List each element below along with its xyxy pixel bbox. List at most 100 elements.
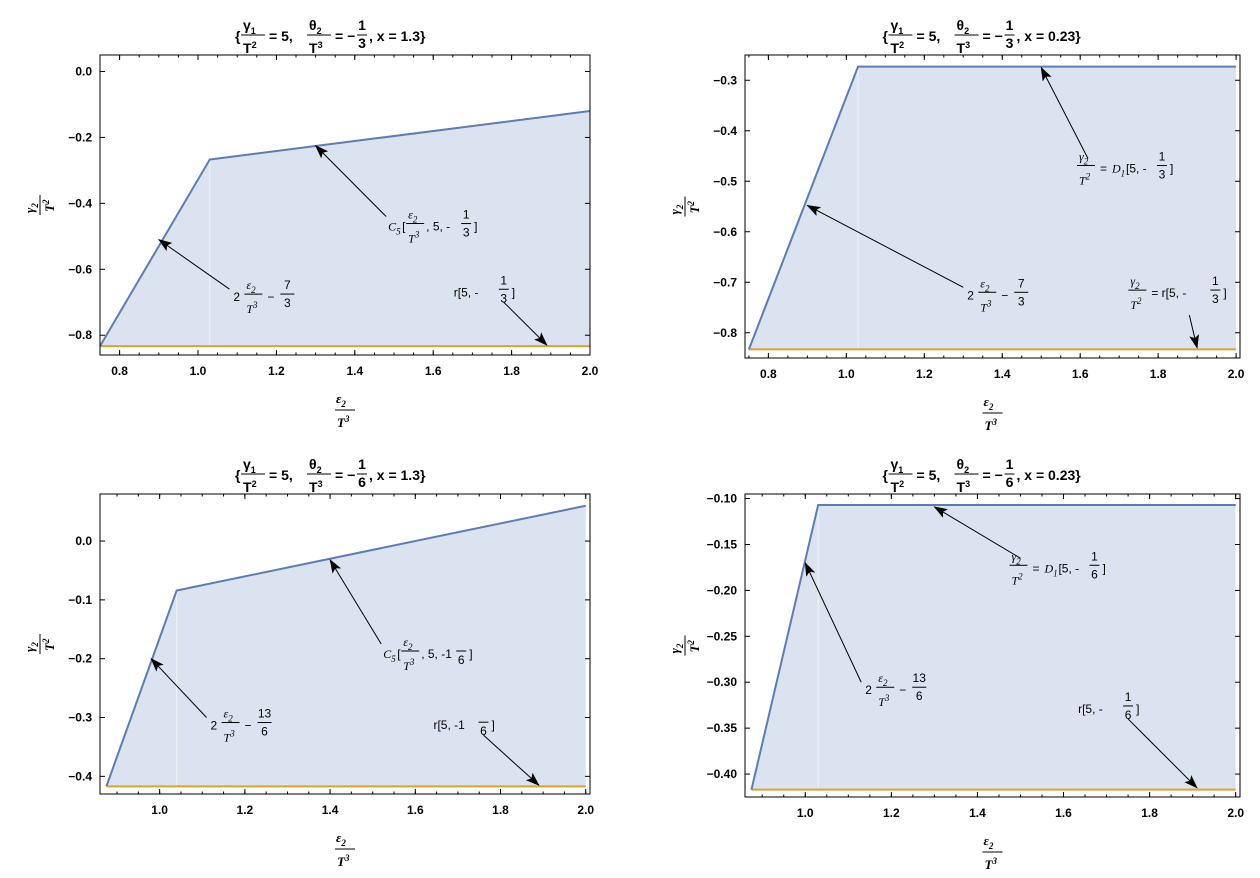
chart-svg: 1.0 1.2 1.4 1.6 1.8 2.0 0.0 −0.1 −0.2 −0.3 −0.4 {γ1… (22, 456, 594, 869)
y-tick-label: −0.3 (68, 711, 92, 725)
annotation-d1-den: T2 (1079, 172, 1091, 188)
annotation-d1-symbol: D1 (1111, 162, 1125, 179)
annotation-r2-fraction-den: 3 (1212, 292, 1219, 306)
annotation-c5-symbol: C5 (383, 647, 396, 664)
annotation-d1-args: [5, - (1058, 561, 1079, 575)
plot-frame (744, 54, 1241, 359)
x-tick-label: 1.4 (346, 364, 363, 378)
y-tick-label: −0.30 (707, 675, 738, 689)
annotation-d1: γ2 T2 = D1 [5, - 1 6] (933, 506, 1106, 587)
title-x-value: , x = 0.23} (1017, 467, 1082, 483)
annotation-c5-args: , 5, - (426, 220, 450, 234)
y-axis-label-den: T2 (686, 640, 702, 653)
annotation-c5-args: , 5, -1 (421, 647, 452, 661)
annotation-c5-fraction-num: 1 (463, 208, 470, 222)
chart-panel-top-right: 0.8 1.0 1.2 1.4 1.6 1.8 2.0 −0.3 −0.4 −0.5 −0.6 −0.… (630, 0, 1260, 439)
x-tick-label: 1.8 (503, 364, 520, 378)
x-tick-label: 0.8 (760, 367, 777, 381)
x-tick-label: 1.6 (1072, 367, 1089, 381)
annotation-linear-coef: 2 (211, 719, 218, 733)
annotation-d1: γ2 T2 = D1 [5, - 1 3] (1040, 66, 1173, 188)
annotation-linear-den: T3 (246, 300, 258, 316)
title-theta2-sym: θ2 (957, 456, 970, 475)
annotation-r-fraction-den: 6 (480, 724, 487, 738)
y-axis-label-num: γ2 (667, 643, 685, 653)
x-tick-label: 1.6 (407, 803, 424, 817)
annotation-r2-args: = r[5, - (1151, 286, 1186, 300)
annotation-r: r[5, - 1 3] (454, 273, 548, 346)
annotation-linear-const-num: 7 (284, 278, 291, 292)
y-tick-label: −0.4 (713, 124, 737, 138)
annotation-d1-num: γ2 (1011, 549, 1021, 566)
title-gamma1-T: T2 (891, 479, 905, 495)
x-tick-label: 1.8 (1150, 367, 1167, 381)
annotation-c5-den: T3 (408, 230, 420, 246)
plot-frame (744, 493, 1241, 798)
annotation-c5-den: T3 (403, 657, 415, 673)
title-gamma1-T: T2 (891, 40, 905, 56)
chart-panel-bottom-right: 1.0 1.2 1.4 1.6 1.8 2.0 −0.10 −0.15 −0.20 −0.25 −0… (630, 439, 1260, 878)
annotation-c5-fraction-den: 3 (463, 226, 470, 240)
annotation-linear-den: T3 (980, 298, 992, 314)
x-tick-label: 1.0 (797, 806, 814, 820)
annotation-d1-close: ] (1170, 162, 1173, 176)
title-brace-open: { (883, 28, 889, 44)
annotation-arrow (503, 301, 548, 346)
annotation-r-args: r[5, - (1078, 702, 1103, 716)
annotation-c5-symbol: C5 (388, 220, 401, 237)
y-tick-label: −0.7 (713, 275, 737, 289)
annotation-c5-fraction-den: 6 (458, 653, 465, 667)
title-theta2-T: T3 (309, 479, 323, 495)
title-gamma1-sym: γ1 (891, 456, 904, 475)
y-axis-label-num: γ2 (22, 203, 40, 213)
x-axis-label-den: T3 (985, 856, 998, 872)
y-axis-label-num: γ2 (667, 204, 685, 214)
annotation-r-close: ] (491, 718, 494, 732)
title-theta2-value-num: 1 (358, 17, 366, 33)
feasible-region (751, 505, 1236, 790)
annotation-linear-minus: − (899, 683, 906, 697)
x-axis-label-den: T3 (337, 853, 350, 869)
annotation-lin: 2 ε2 T3−7 3 (157, 239, 295, 316)
title-brace-open: { (883, 467, 889, 483)
chart-title: {γ1 T2 = 5, θ2 T3 = −1 6, x = 0.23} (883, 456, 1082, 495)
y-tick-label: −0.10 (707, 492, 738, 506)
x-tick-label: 1.0 (190, 364, 207, 378)
title-gamma1-value: = 5, (269, 28, 293, 44)
y-tick-label: −0.20 (707, 583, 738, 597)
title-theta2-eq: = − (983, 28, 1003, 44)
chart-panel-bottom-left: 1.0 1.2 1.4 1.6 1.8 2.0 0.0 −0.1 −0.2 −0.3 −0.4 {γ1… (0, 439, 630, 878)
title-theta2-T: T3 (957, 479, 971, 495)
annotation-linear-num: ε2 (878, 671, 888, 688)
x-tick-label: 1.4 (994, 367, 1011, 381)
chart-svg: 0.8 1.0 1.2 1.4 1.6 1.8 2.0 −0.3 −0.4 −0.5 −0.6 −0.… (667, 17, 1245, 433)
title-gamma1-value: = 5, (269, 467, 293, 483)
annotation-linear-minus: − (267, 290, 274, 304)
y-tick-label: −0.35 (707, 721, 738, 735)
x-axis-label-num: ε2 (984, 833, 994, 851)
annotation-r-fraction-den: 6 (1125, 708, 1132, 722)
annotation-linear-const-den: 3 (284, 296, 291, 310)
x-tick-label: 1.6 (425, 364, 442, 378)
annotation-linear-const-den: 3 (1018, 294, 1025, 308)
y-tick-label: −0.1 (68, 593, 92, 607)
title-gamma1-value: = 5, (917, 28, 941, 44)
y-axis-label-den: T2 (41, 638, 57, 651)
annotation-c5-close: ] (474, 220, 477, 234)
chart-svg: 1.0 1.2 1.4 1.6 1.8 2.0 −0.10 −0.15 −0.20 −0.25 −0… (667, 456, 1244, 872)
x-tick-label: 2.0 (582, 364, 599, 378)
chart-panel-top-left: 0.8 1.0 1.2 1.4 1.6 1.8 2.0 0.0 −0.2 −0.4 −0.6 −0.8… (0, 0, 630, 439)
annotation-r-close: ] (1136, 702, 1139, 716)
annotation-arrow (1188, 314, 1199, 349)
y-tick-label: −0.8 (68, 328, 92, 342)
title-theta2-T: T3 (957, 40, 971, 56)
x-axis-label-num: ε2 (984, 394, 994, 412)
annotation-linear-coef: 2 (967, 288, 974, 302)
annotation-d1-fraction-num: 1 (1091, 549, 1098, 563)
annotation-c5: C5 [ε2 T3 , 5, -1 6] (329, 559, 473, 673)
annotation-r-close: ] (512, 285, 515, 299)
title-theta2-eq: = − (335, 467, 355, 483)
annotation-r: r[5, -1 6] (433, 718, 540, 786)
title-theta2-value-den: 6 (1006, 474, 1014, 490)
